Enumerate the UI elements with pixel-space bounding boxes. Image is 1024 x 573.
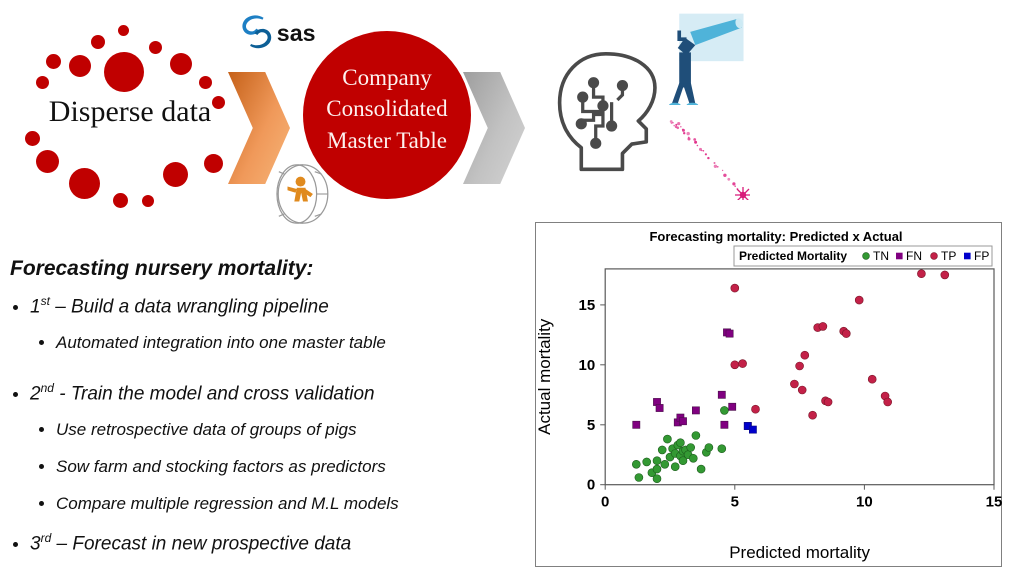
svg-text:Predicted mortality: Predicted mortality <box>729 543 870 562</box>
svg-text:FN: FN <box>906 249 922 263</box>
svg-text:15: 15 <box>579 297 596 314</box>
svg-text:Predicted Mortality: Predicted Mortality <box>739 249 847 263</box>
svg-text:Actual mortality: Actual mortality <box>536 318 554 435</box>
svg-text:0: 0 <box>601 494 609 511</box>
svg-text:Forecasting mortality: Predict: Forecasting mortality: Predicted x Actua… <box>649 229 902 244</box>
svg-text:15: 15 <box>986 494 1003 511</box>
svg-text:TP: TP <box>941 249 956 263</box>
svg-text:5: 5 <box>731 494 739 511</box>
svg-text:FP: FP <box>974 249 989 263</box>
svg-text:10: 10 <box>856 494 873 511</box>
svg-text:sas: sas <box>277 20 316 46</box>
svg-text:10: 10 <box>579 357 596 374</box>
svg-text:TN: TN <box>873 249 889 263</box>
svg-text:5: 5 <box>587 417 595 434</box>
svg-text:0: 0 <box>587 477 595 494</box>
